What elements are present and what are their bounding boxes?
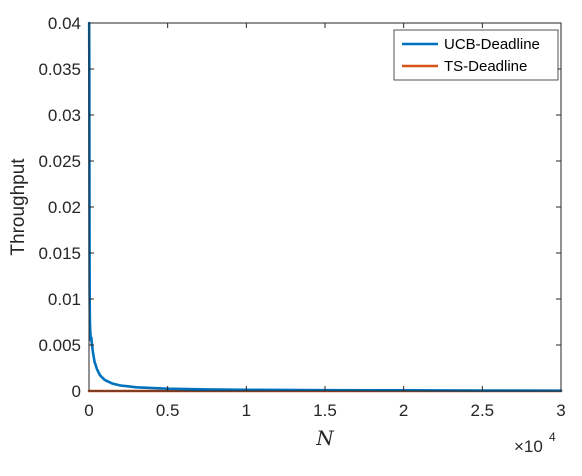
x-tick-label: 1: [242, 401, 251, 420]
x-tick-label: 3: [556, 401, 565, 420]
x-axis-title: N: [315, 426, 335, 450]
series-line-ucb-deadline: [87, 21, 563, 392]
x-tick-label: 1.5: [313, 401, 337, 420]
x-tick-label: 0: [84, 401, 93, 420]
y-tick-label: 0.03: [48, 106, 81, 125]
x-tick-label: 2: [399, 401, 408, 420]
x-tick-label: 2.5: [471, 401, 495, 420]
legend-box: [393, 29, 559, 81]
x-exponent-power: 4: [549, 430, 556, 444]
legend-label: UCB-Deadline: [444, 36, 540, 53]
y-tick-label: 0.025: [38, 152, 81, 171]
y-tick-label: 0.035: [38, 60, 81, 79]
y-tick-label: 0.04: [48, 14, 81, 33]
axes: 0 0.5 1 1.5 2 2.5 3 0 0.005 0.01 0.015 0.02 0.025 0.0…: [8, 14, 566, 456]
y-tick-label: 0: [72, 382, 81, 401]
legend-label: TS-Deadline: [444, 58, 527, 75]
y-tick-label: 0.02: [48, 198, 81, 217]
y-tick-label: 0.01: [48, 290, 81, 309]
y-tick-label: 0.015: [38, 244, 81, 263]
x-exponent-base: ×10: [514, 437, 543, 456]
plot-area: [89, 23, 561, 391]
y-axis-title: Throughput: [8, 158, 29, 256]
legend: UCB-Deadline TS-Deadline: [393, 29, 559, 81]
y-tick-label: 0.005: [38, 336, 81, 355]
x-tick-label: 0.5: [156, 401, 180, 420]
